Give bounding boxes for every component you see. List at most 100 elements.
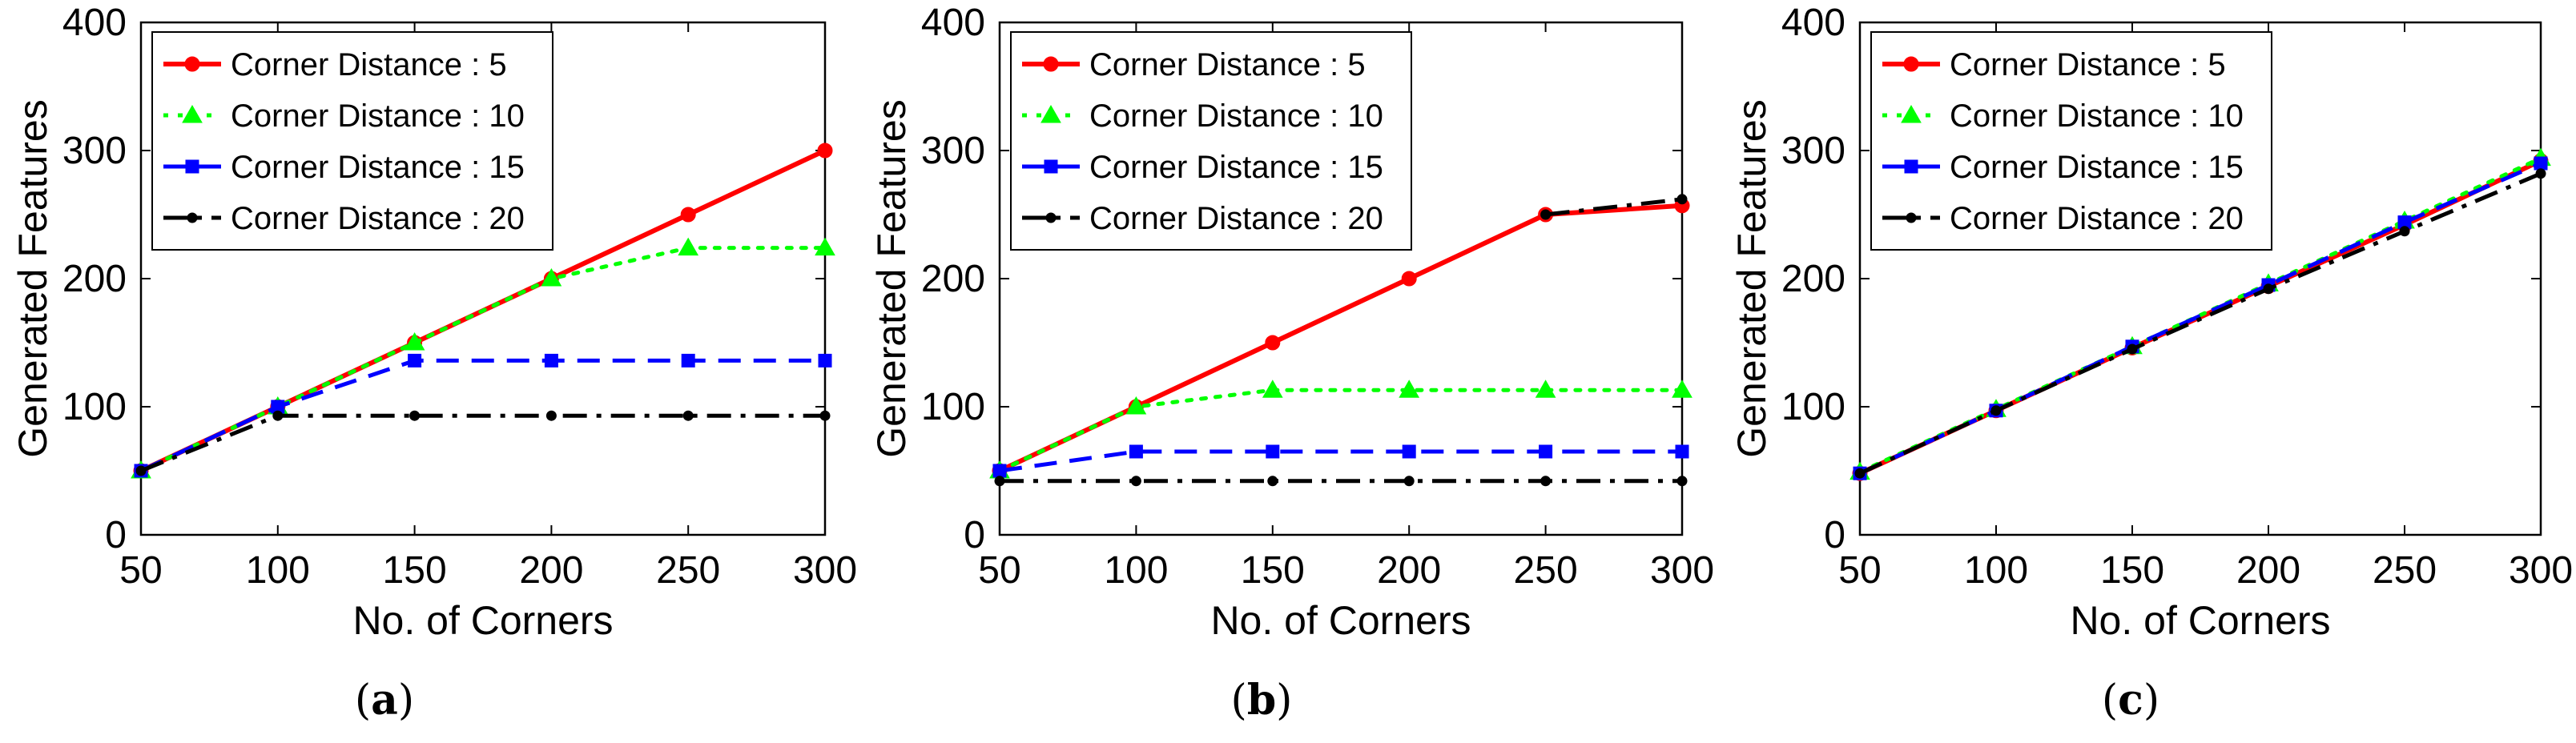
chart-panel-c: 0 100 200 300 400 50 100 150 200 250 300 No. of Cor… — [1729, 2, 2573, 725]
legend-label: Corner Distance : 20 — [1089, 201, 1383, 236]
panel-caption: (b) — [1231, 676, 1293, 725]
y-tick-label: 400 — [62, 2, 127, 44]
series-3 — [134, 353, 832, 478]
series-4 — [1854, 168, 2546, 479]
data-point — [681, 353, 695, 367]
data-point — [1403, 476, 1415, 487]
legend-label: Corner Distance : 20 — [1950, 201, 2244, 236]
x-axis-title: No. of Corners — [2070, 598, 2330, 643]
data-point — [994, 476, 1005, 487]
legend-box — [1870, 31, 2272, 251]
series-line — [139, 358, 825, 473]
x-tick-label: 300 — [793, 549, 857, 592]
data-point — [1402, 444, 1416, 459]
data-point — [1267, 476, 1278, 487]
legend-label: Corner Distance : 15 — [231, 150, 525, 185]
legend-label: Corner Distance : 10 — [1950, 98, 2244, 134]
data-point — [680, 207, 696, 223]
x-tick-label: 100 — [1104, 549, 1168, 592]
data-point — [2535, 168, 2546, 179]
y-tick-label: 400 — [921, 2, 985, 44]
data-point — [1672, 380, 1693, 398]
legend-entry: Corner Distance : 15 — [1882, 150, 2244, 185]
legend-marker — [1903, 56, 1919, 72]
y-axis-title: Generated Features — [10, 99, 55, 458]
data-point — [544, 353, 558, 367]
data-point — [135, 465, 147, 476]
legend: Corner Distance : 5 Corner Distance : 10 C… — [151, 31, 553, 251]
legend-box — [1010, 31, 1412, 251]
y-tick-label: 200 — [921, 258, 985, 300]
data-point — [2399, 226, 2410, 237]
data-point — [818, 353, 832, 367]
data-point — [408, 353, 422, 367]
legend-marker — [182, 104, 203, 123]
data-point — [1262, 380, 1283, 398]
data-point — [404, 331, 425, 351]
x-tick-label: 250 — [1514, 549, 1578, 592]
series-line — [139, 246, 827, 473]
legend-entry: Corner Distance : 15 — [163, 150, 525, 185]
y-tick-label: 0 — [1824, 514, 1845, 556]
data-point — [817, 143, 833, 159]
y-tick-label: 300 — [1781, 130, 1845, 172]
data-point — [1125, 396, 1147, 415]
series-3 — [992, 444, 1689, 478]
x-tick-label: 300 — [2509, 549, 2573, 592]
legend-entry: Corner Distance : 5 — [1882, 47, 2226, 82]
data-point — [682, 410, 694, 421]
data-point — [992, 464, 1007, 478]
y-tick-label: 100 — [1781, 386, 1845, 428]
legend-entry: Corner Distance : 10 — [163, 98, 525, 134]
data-point — [1130, 476, 1141, 487]
x-tick-label: 200 — [1377, 549, 1441, 592]
y-tick-label: 0 — [964, 514, 985, 556]
data-point — [1129, 444, 1143, 459]
legend-marker — [1045, 212, 1057, 223]
legend: Corner Distance : 5 Corner Distance : 10 C… — [1870, 31, 2272, 251]
x-tick-label: 150 — [2100, 549, 2164, 592]
legend-marker — [185, 159, 199, 174]
data-point — [2534, 156, 2548, 171]
legend-marker — [1040, 104, 1061, 123]
legend-marker — [1901, 104, 1922, 123]
series-5 — [1540, 194, 1688, 220]
series-line — [1858, 161, 2542, 476]
legend-label: Corner Distance : 15 — [1089, 150, 1383, 185]
legend-entry: Corner Distance : 5 — [1022, 47, 1366, 82]
data-point — [2127, 343, 2138, 355]
x-axis-title: No. of Corners — [352, 598, 613, 643]
legend-marker — [1906, 212, 1917, 223]
x-tick-label: 250 — [2373, 549, 2437, 592]
x-tick-label: 150 — [383, 549, 447, 592]
data-point — [2263, 283, 2274, 295]
series-4 — [135, 410, 831, 476]
x-tick-label: 100 — [246, 549, 310, 592]
data-point — [1990, 405, 2002, 416]
data-point — [678, 237, 699, 256]
series-line — [1545, 197, 1683, 217]
legend-label: Corner Distance : 5 — [1950, 47, 2226, 82]
legend-marker — [1904, 159, 1918, 174]
y-tick-label: 100 — [921, 386, 985, 428]
panel-caption: (a) — [355, 676, 414, 725]
legend-label: Corner Distance : 5 — [231, 47, 507, 82]
legend-label: Corner Distance : 10 — [231, 98, 525, 134]
data-point — [1676, 476, 1688, 487]
y-tick-label: 400 — [1781, 2, 1845, 44]
legend-label: Corner Distance : 5 — [1089, 47, 1366, 82]
legend-label: Corner Distance : 15 — [1950, 150, 2244, 185]
data-point — [1540, 209, 1552, 220]
data-point — [1399, 380, 1420, 398]
x-tick-label: 250 — [656, 549, 720, 592]
y-tick-label: 100 — [62, 386, 127, 428]
y-tick-label: 300 — [62, 130, 127, 172]
data-point — [272, 410, 284, 421]
x-tick-label: 200 — [2236, 549, 2300, 592]
x-tick-label: 50 — [119, 549, 162, 592]
legend-entry: Corner Distance : 20 — [163, 201, 525, 236]
data-point — [1676, 194, 1688, 205]
data-point — [1535, 380, 1556, 398]
legend-box — [151, 31, 553, 251]
